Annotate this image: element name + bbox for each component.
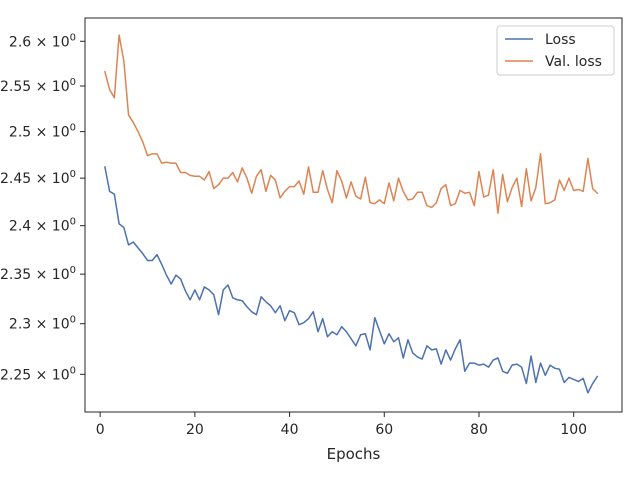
- y-tick-label: 2.4 × 100: [9, 217, 76, 235]
- x-axis-label: Epochs: [327, 445, 381, 463]
- y-tick-label: 2.6 × 100: [9, 32, 76, 50]
- x-tick-label: 20: [186, 422, 204, 438]
- y-tick-label: 2.35 × 100: [0, 265, 76, 283]
- series-layer: [104, 34, 599, 394]
- y-tick-label: 2.25 × 100: [0, 365, 76, 383]
- legend: Loss Val. loss: [496, 25, 615, 76]
- y-tick-label: 2.55 × 100: [0, 77, 76, 95]
- x-tick-label: 60: [375, 422, 393, 438]
- y-tick-label: 2.45 × 100: [0, 169, 76, 187]
- x-tick-label: 80: [470, 422, 488, 438]
- y-tick-label: 2.3 × 100: [9, 315, 76, 333]
- x-tick-label: 40: [281, 422, 299, 438]
- y-tick-label: 2.5 × 100: [9, 123, 76, 141]
- x-tick-label: 0: [96, 422, 105, 438]
- legend-label: Val. loss: [545, 54, 602, 70]
- series-line-0: [104, 166, 599, 394]
- legend-label: Loss: [545, 32, 576, 48]
- plot-background: [85, 18, 622, 412]
- series-line-1: [104, 34, 599, 214]
- y-axis: 2.25 × 100 2.3 × 100 2.35 × 100 2.4 × 100 2.…: [0, 32, 85, 383]
- x-tick-label: 100: [560, 422, 587, 438]
- plot-frame: [84, 17, 623, 413]
- x-axis: 0 20 40 60 80 100: [96, 412, 587, 438]
